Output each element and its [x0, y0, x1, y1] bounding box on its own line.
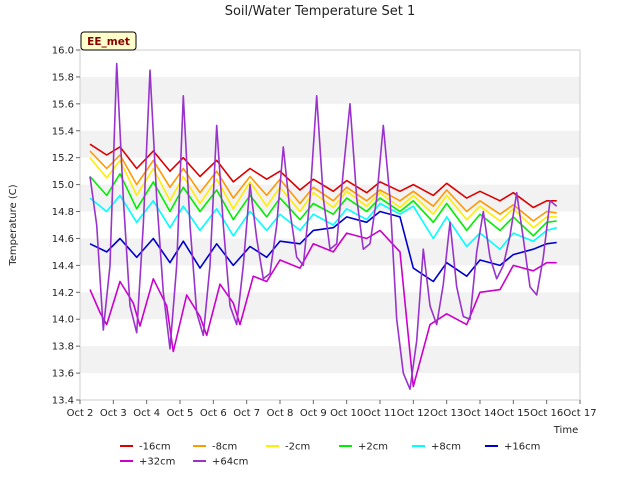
x-tick-label: Oct 11	[363, 408, 396, 419]
y-tick-label: 15.8	[52, 72, 74, 83]
x-tick-label: Oct 8	[267, 408, 294, 419]
y-tick-label: 14.2	[52, 288, 74, 299]
x-tick-label: Oct 6	[200, 408, 227, 419]
grid-band	[80, 292, 580, 320]
y-axis-label: Temperature (C)	[8, 184, 19, 266]
series-lines	[89, 62, 558, 390]
x-tick-label: Oct 15	[497, 408, 530, 419]
x-tick-label: Oct 3	[100, 408, 127, 419]
x-tick-label: Oct 10	[330, 408, 363, 419]
legend-label: +2cm	[358, 442, 388, 453]
x-tick-label: Oct 2	[67, 408, 94, 419]
grid-band	[80, 346, 580, 374]
y-tick-label: 14.6	[52, 234, 74, 245]
y-tick-label: 13.6	[52, 369, 74, 380]
y-tick-label: 13.4	[52, 396, 74, 407]
legend: -16cm -8cm -2cm +2cm +8cm +16cm +32cm +64cm	[120, 442, 540, 468]
x-tick-label: Oct 17	[563, 408, 596, 419]
chart-title: Soil/Water Temperature Set 1	[225, 4, 416, 19]
x-axis-ticks: Oct 2 Oct 3 Oct 4 Oct 5 Oct 6 Oct 7 Oct 8 Oct 9…	[67, 400, 597, 419]
y-axis-ticks: 13.4 13.6 13.8 14.0 14.2 14.4 14.6 14.8 15.0 15.2…	[52, 46, 80, 407]
legend-label: -8cm	[212, 442, 237, 453]
series-line-8cm	[89, 194, 557, 250]
legend-label: -2cm	[285, 442, 310, 453]
series-line-16cm	[89, 143, 557, 209]
x-tick-label: Oct 5	[167, 408, 194, 419]
y-tick-label: 15.2	[52, 153, 74, 164]
x-tick-label: Oct 14	[463, 408, 496, 419]
y-tick-label: 15.0	[52, 180, 74, 191]
grid-band	[80, 76, 580, 104]
x-tick-label: Oct 16	[530, 408, 563, 419]
legend-label: +32cm	[139, 457, 175, 468]
x-tick-label: Oct 4	[133, 408, 160, 419]
y-tick-label: 13.8	[52, 342, 74, 353]
series-line-16cm	[89, 210, 557, 283]
y-tick-label: 14.4	[52, 261, 74, 272]
y-tick-label: 14.8	[52, 207, 74, 218]
legend-label: +16cm	[504, 442, 540, 453]
y-tick-label: 16.0	[52, 46, 74, 57]
y-tick-label: 15.4	[52, 126, 74, 137]
y-tick-label: 15.6	[52, 99, 74, 110]
x-tick-label: Oct 7	[233, 408, 260, 419]
x-tick-label: Oct 13	[430, 408, 463, 419]
legend-label: +8cm	[431, 442, 461, 453]
legend-label: +64cm	[212, 457, 248, 468]
grid-band	[80, 130, 580, 158]
series-line-64cm	[89, 62, 558, 390]
plot-frame	[79, 49, 581, 401]
x-axis-label: Time	[553, 425, 578, 436]
legend-label: -16cm	[139, 442, 171, 453]
y-tick-label: 14.0	[52, 315, 74, 326]
annotation-box: EE_met	[80, 31, 137, 51]
x-tick-label: Oct 9	[300, 408, 327, 419]
x-tick-label: Oct 12	[397, 408, 430, 419]
annotation-label: EE_met	[87, 36, 130, 48]
